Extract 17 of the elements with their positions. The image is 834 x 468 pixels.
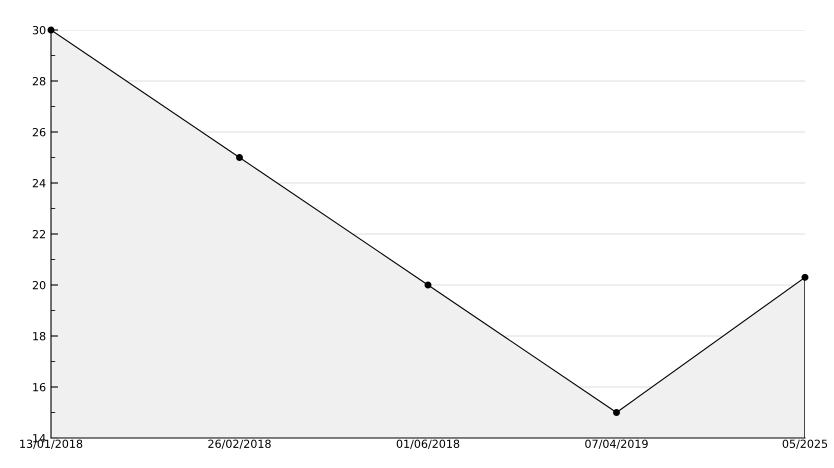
y-tick-label: 28	[32, 76, 46, 86]
point	[48, 26, 54, 34]
y-tick-label: 18	[33, 332, 46, 340]
y-tick-label: 20	[32, 280, 46, 290]
x-tick-label: 01/06/2018	[396, 440, 460, 449]
point	[424, 282, 432, 288]
y-tick-label: 26	[32, 128, 46, 136]
y-tick-label: 16	[33, 382, 46, 392]
x-tick-label: 26/02/2018	[208, 440, 271, 449]
y-tick-label: 30	[32, 26, 46, 34]
x-tick-label: 07/04/2019	[585, 440, 648, 449]
point	[613, 409, 620, 416]
x-tick-label: 05/2025	[782, 440, 828, 449]
point	[802, 274, 808, 281]
y-tick-label: 22	[32, 230, 46, 238]
y-tick-label: 24	[32, 178, 46, 188]
point	[236, 154, 243, 161]
